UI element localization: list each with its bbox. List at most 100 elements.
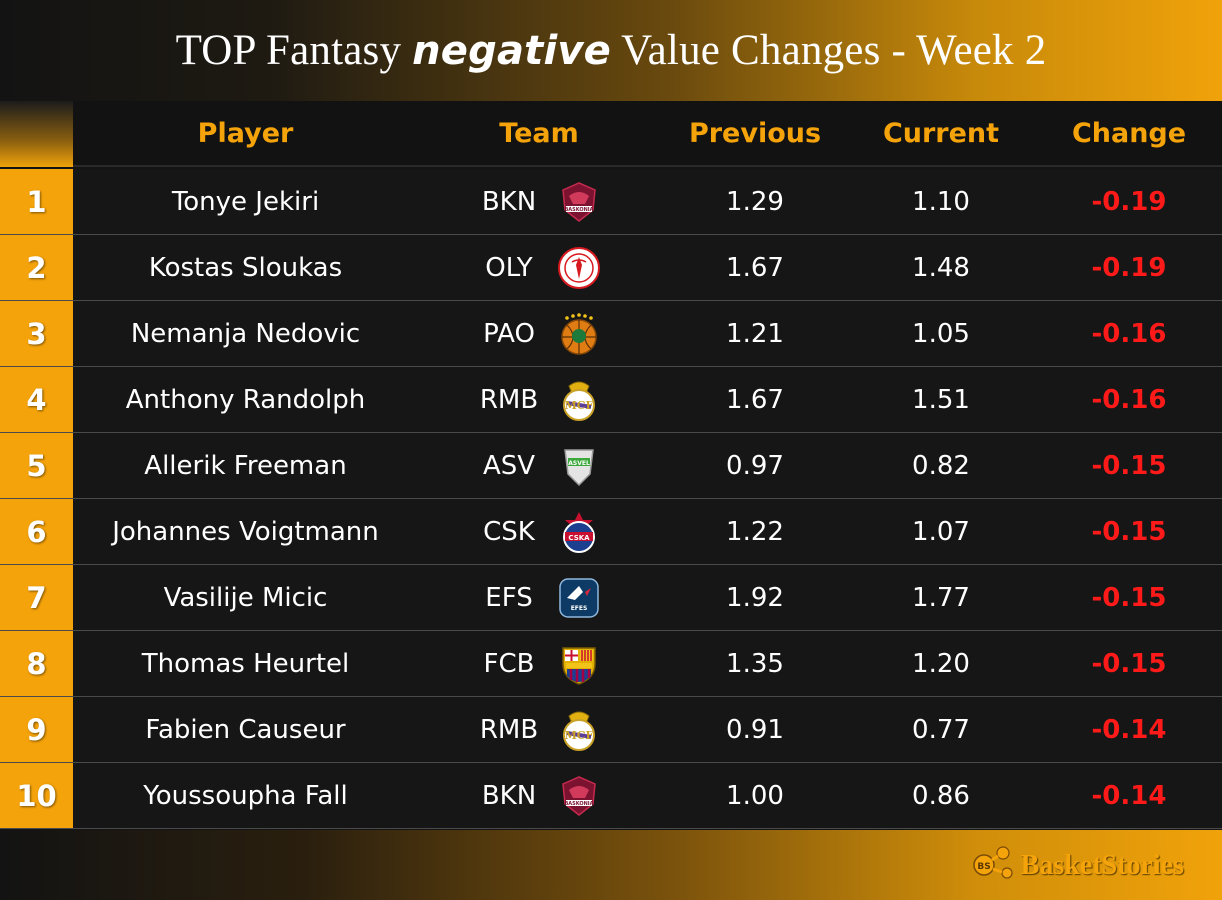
title-emphasis: negative [412,28,611,74]
table-header: Player Team Previous Current Change [73,101,1222,167]
change-value: -0.15 [1091,450,1167,481]
change-value: -0.15 [1091,648,1167,679]
change-value: -0.16 [1091,318,1167,349]
rank-cell: 7 [0,565,73,630]
svg-text:EFES: EFES [571,605,588,612]
table-row: 1 Tonye Jekiri BKN BASKONIA 1.29 1.10 -0.19 [0,169,1222,235]
table-row: 10 Youssoupha Fall BKN BASKONIA 1.00 0.86 -0.1… [0,763,1222,829]
column-header-previous: Previous [688,118,822,149]
baskonia-logo-icon: BASKONIA [557,180,601,224]
rank-cell: 9 [0,697,73,762]
table-row: 9 Fabien Causeur RMB MCF 0.91 0.77 -0.14 [0,697,1222,763]
previous-value: 1.00 [726,780,784,811]
svg-text:BS: BS [977,862,990,872]
table-row: 8 Thomas Heurtel FCB 1.35 1.20 -0.15 [0,631,1222,697]
player-name: Johannes Voigtmann [112,516,379,547]
player-name: Tonye Jekiri [171,186,320,217]
title-prefix: TOP Fantasy [175,27,413,74]
table-row: 6 Johannes Voigtmann CSK CSKA 1.22 1.07 -0.15 [0,499,1222,565]
rank-cell: 1 [0,169,73,234]
player-name: Thomas Heurtel [141,648,350,679]
current-value: 1.77 [912,582,970,613]
current-value: 1.48 [912,252,970,283]
change-value: -0.14 [1091,714,1167,745]
real-madrid-logo-icon: MCF [557,378,601,422]
team-code: EFS [485,582,533,613]
team-code: RMB [479,384,539,415]
table-row: 3 Nemanja Nedovic PAO 1.21 1.05 -0.16 [0,301,1222,367]
svg-text:BASKONIA: BASKONIA [564,207,593,213]
svg-text:MCF: MCF [565,729,594,742]
change-value: -0.15 [1091,516,1167,547]
player-name: Youssoupha Fall [143,780,348,811]
change-value: -0.19 [1091,186,1167,217]
column-header-player: Player [197,118,294,149]
player-name: Kostas Sloukas [148,252,343,283]
previous-value: 1.22 [726,516,784,547]
footer-band: BS BasketStories [0,830,1222,900]
player-name: Nemanja Nedovic [130,318,361,349]
team-code: RMB [479,714,539,745]
team-code: FCB [483,648,535,679]
rank-cell: 6 [0,499,73,564]
title-band: TOP Fantasy negative Value Changes - Wee… [0,0,1222,101]
table-row: 5 Allerik Freeman ASV ASVEL 0.97 0.82 -0.15 [0,433,1222,499]
rank-cell: 10 [0,763,73,828]
current-value: 0.77 [912,714,970,745]
asvel-logo-icon: ASVEL [557,444,601,488]
team-code: OLY [485,252,533,283]
current-value: 0.82 [912,450,970,481]
team-code: ASV [482,450,536,481]
rank-cell: 5 [0,433,73,498]
player-name: Anthony Randolph [125,384,366,415]
svg-text:MCF: MCF [565,399,594,412]
svg-text:BASKONIA: BASKONIA [564,801,593,807]
team-code: BKN [481,186,537,217]
change-value: -0.16 [1091,384,1167,415]
cska-logo-icon: CSKA [557,510,601,554]
column-header-team: Team [499,118,579,149]
rank-cell: 8 [0,631,73,696]
column-header-current: Current [882,118,1000,149]
previous-value: 0.97 [726,450,784,481]
page-title: TOP Fantasy negative Value Changes - Wee… [0,26,1222,75]
previous-value: 1.35 [726,648,784,679]
table-body: 1 Tonye Jekiri BKN BASKONIA 1.29 1.10 -0.19 2 Ko… [0,169,1222,829]
previous-value: 1.21 [726,318,784,349]
player-name: Fabien Causeur [145,714,346,745]
rank-cell: 4 [0,367,73,432]
efes-logo-icon: EFES [557,576,601,620]
current-value: 1.51 [912,384,970,415]
previous-value: 0.91 [726,714,784,745]
basketstories-logo-icon: BS [971,845,1015,886]
olympiacos-logo-icon [557,246,601,290]
current-value: 0.86 [912,780,970,811]
brand: BS BasketStories [971,845,1184,886]
current-value: 1.10 [912,186,970,217]
table-row: 7 Vasilije Micic EFS EFES 1.92 1.77 -0.15 [0,565,1222,631]
previous-value: 1.92 [726,582,784,613]
current-value: 1.05 [912,318,970,349]
rank-cell: 2 [0,235,73,300]
column-header-change: Change [1071,118,1187,149]
previous-value: 1.29 [726,186,784,217]
rank-cell: 3 [0,301,73,366]
current-value: 1.07 [912,516,970,547]
player-name: Allerik Freeman [144,450,347,481]
previous-value: 1.67 [726,252,784,283]
brand-name: BasketStories [1020,849,1184,881]
title-suffix: Value Changes - Week 2 [610,27,1047,74]
player-name: Vasilije Micic [163,582,328,613]
change-value: -0.15 [1091,582,1167,613]
barcelona-logo-icon [557,642,601,686]
svg-text:CSKA: CSKA [568,534,590,542]
panathinaikos-logo-icon [557,312,601,356]
table-row: 2 Kostas Sloukas OLY 1.67 1.48 -0.19 [0,235,1222,301]
baskonia-logo-icon: BASKONIA [557,774,601,818]
header-rank-cell [0,101,73,167]
table-row: 4 Anthony Randolph RMB MCF 1.67 1.51 -0.16 [0,367,1222,433]
team-code: CSK [483,516,535,547]
previous-value: 1.67 [726,384,784,415]
team-code: PAO [483,318,535,349]
